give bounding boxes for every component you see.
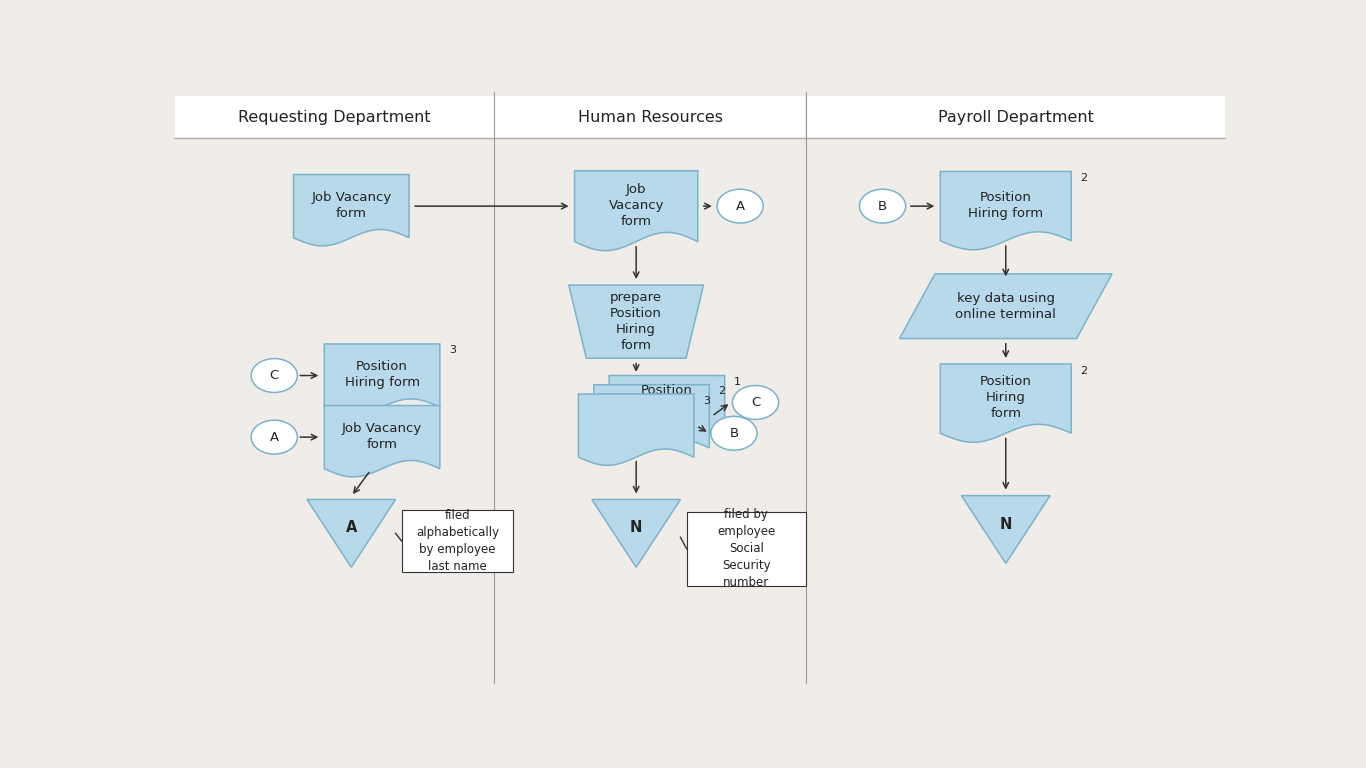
Polygon shape: [568, 285, 703, 358]
Text: 2: 2: [1081, 366, 1087, 376]
Text: prepare
Position
Hiring
form: prepare Position Hiring form: [611, 291, 663, 352]
Text: filed
alphabetically
by employee
last name: filed alphabetically by employee last na…: [417, 509, 499, 573]
Text: Position
Hiring
form: Position Hiring form: [641, 384, 693, 429]
Polygon shape: [294, 174, 408, 246]
Text: Position
Hiring
form: Position Hiring form: [979, 376, 1031, 420]
Text: 2: 2: [1081, 173, 1087, 183]
Polygon shape: [578, 394, 694, 465]
Text: A: A: [346, 521, 357, 535]
Text: N: N: [1000, 517, 1012, 531]
Text: 2: 2: [719, 386, 725, 396]
Polygon shape: [307, 499, 396, 568]
Polygon shape: [962, 495, 1050, 564]
Polygon shape: [806, 96, 1225, 138]
Text: Payroll Department: Payroll Department: [938, 110, 1094, 124]
Text: A: A: [269, 431, 279, 444]
Text: 1: 1: [734, 377, 740, 387]
Polygon shape: [940, 364, 1071, 442]
Polygon shape: [496, 96, 805, 138]
Text: N: N: [630, 521, 642, 535]
Text: Position
Hiring form: Position Hiring form: [344, 360, 419, 389]
Text: 3: 3: [703, 396, 710, 406]
Ellipse shape: [717, 189, 764, 223]
Text: Requesting Department: Requesting Department: [238, 110, 430, 124]
Polygon shape: [575, 170, 698, 250]
Text: Job Vacancy
form: Job Vacancy form: [311, 190, 392, 220]
Polygon shape: [324, 406, 440, 477]
Polygon shape: [402, 510, 514, 572]
Polygon shape: [594, 385, 709, 456]
Polygon shape: [175, 96, 493, 138]
Text: C: C: [269, 369, 279, 382]
Text: B: B: [729, 427, 739, 440]
Text: A: A: [735, 200, 744, 213]
Text: key data using
online terminal: key data using online terminal: [955, 292, 1056, 321]
Polygon shape: [609, 376, 725, 447]
Polygon shape: [591, 499, 680, 568]
Text: filed by
employee
Social
Security
number: filed by employee Social Security number: [717, 508, 776, 589]
Text: B: B: [878, 200, 887, 213]
Ellipse shape: [710, 416, 757, 450]
Ellipse shape: [251, 359, 298, 392]
Polygon shape: [687, 511, 806, 586]
Ellipse shape: [859, 189, 906, 223]
Polygon shape: [940, 171, 1071, 250]
Text: C: C: [751, 396, 759, 409]
Text: 3: 3: [449, 346, 456, 356]
Text: Human Resources: Human Resources: [578, 110, 723, 124]
Text: Job
Vacancy
form: Job Vacancy form: [608, 183, 664, 227]
Polygon shape: [899, 274, 1112, 339]
Ellipse shape: [732, 386, 779, 419]
Text: Job Vacancy
form: Job Vacancy form: [342, 422, 422, 451]
Ellipse shape: [251, 420, 298, 454]
Text: Position
Hiring form: Position Hiring form: [968, 190, 1044, 220]
Polygon shape: [324, 344, 440, 415]
